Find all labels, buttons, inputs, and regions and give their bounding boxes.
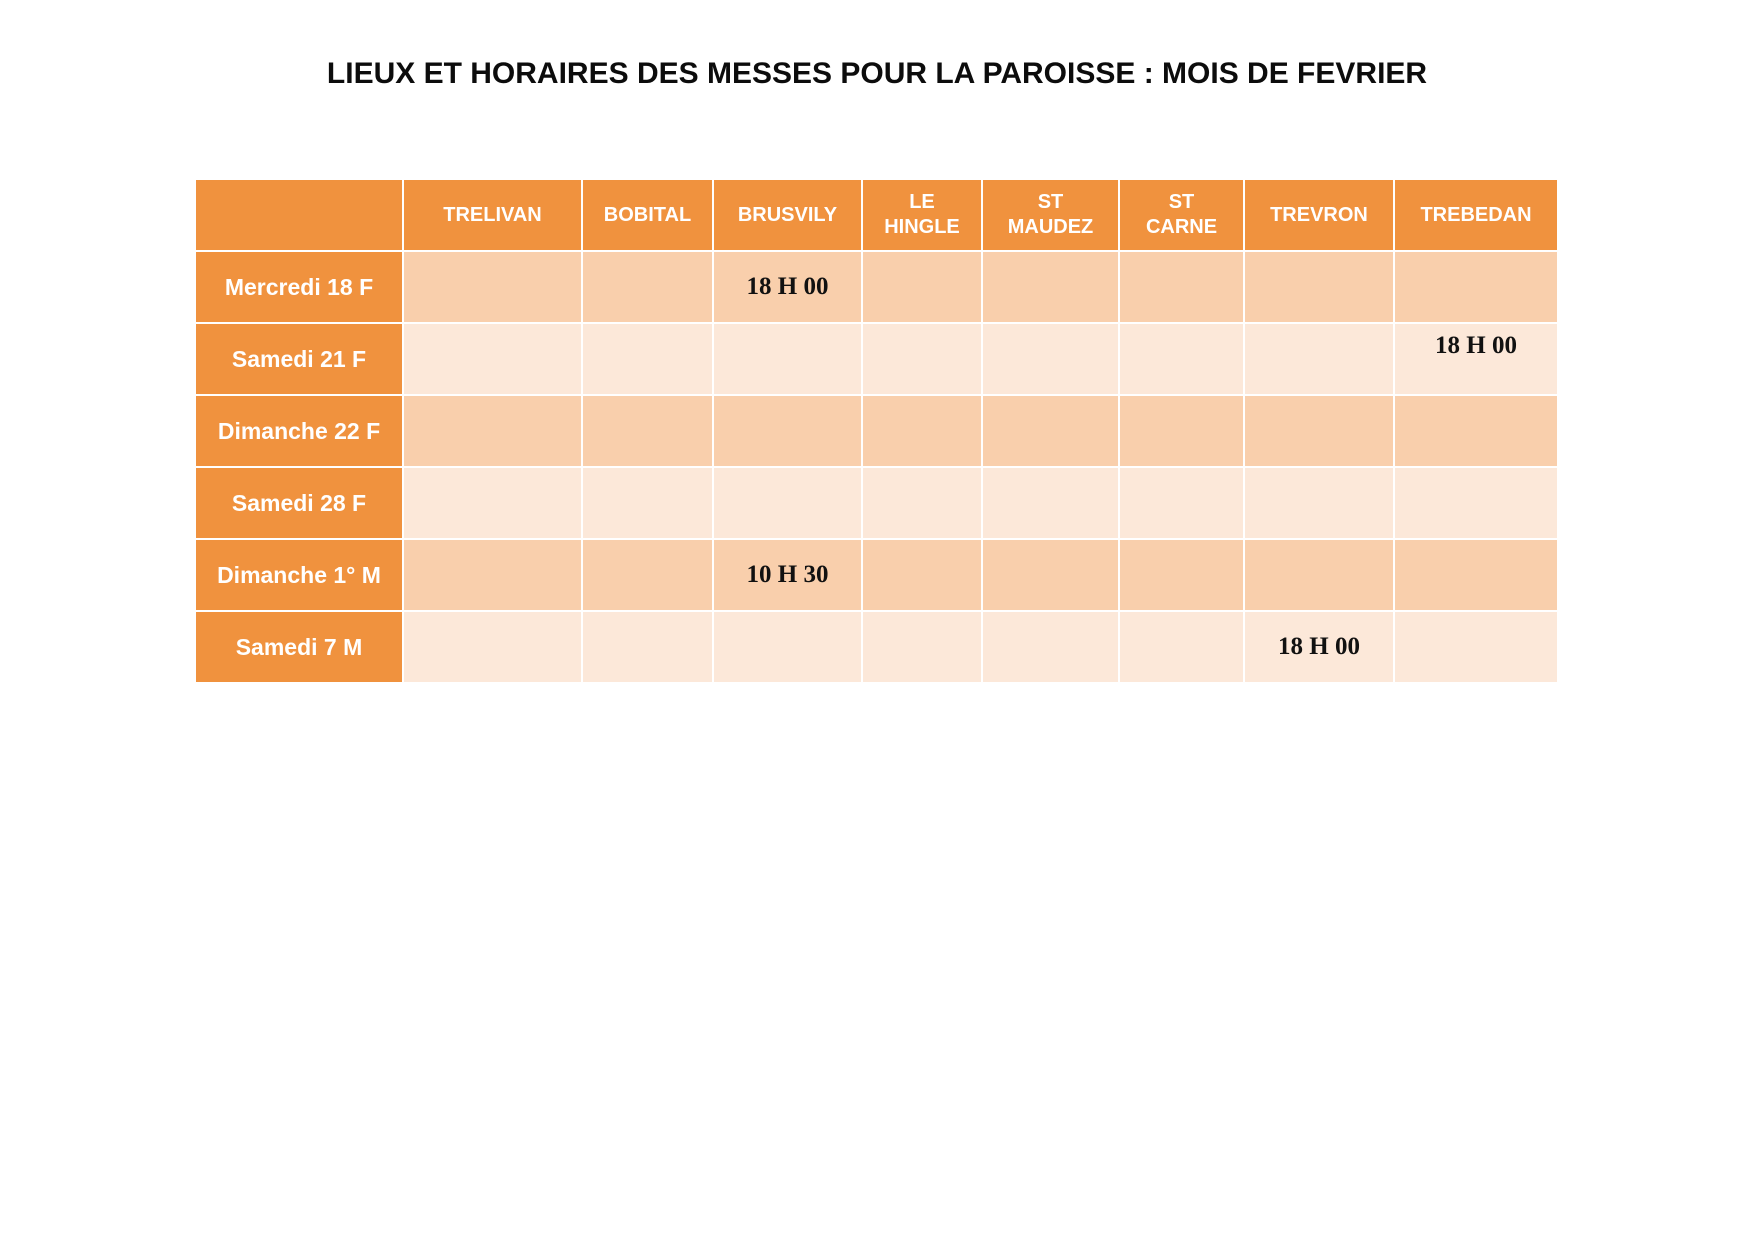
schedule-cell [983, 396, 1118, 466]
schedule-cell [583, 324, 712, 394]
column-header-trebedan: TREBEDAN [1395, 180, 1557, 250]
schedule-cell [1245, 468, 1393, 538]
schedule-cell [1245, 252, 1393, 322]
column-header-trelivan: TRELIVAN [404, 180, 581, 250]
schedule-cell [1120, 540, 1243, 610]
column-header-st-carne: ST CARNE [1120, 180, 1243, 250]
schedule-cell [583, 612, 712, 682]
schedule-cell [1120, 468, 1243, 538]
schedule-cell [1120, 252, 1243, 322]
schedule-cell [714, 468, 861, 538]
schedule-cell [583, 468, 712, 538]
schedule-cell [1395, 468, 1557, 538]
schedule-cell [983, 540, 1118, 610]
schedule-table: TRELIVAN BOBITAL BRUSVILY LE HINGLE ST MAUDE… [196, 180, 1557, 682]
schedule-cell [404, 468, 581, 538]
schedule-cell [583, 396, 712, 466]
schedule-cell [1395, 252, 1557, 322]
schedule-cell [863, 612, 981, 682]
schedule-cell [983, 252, 1118, 322]
column-header-trevron: TREVRON [1245, 180, 1393, 250]
time-value-cell: 18 H 00 [714, 252, 861, 322]
schedule-cell [983, 612, 1118, 682]
row-label-dimanche-1-m: Dimanche 1° M [196, 540, 402, 610]
column-header-le-hingle: LE HINGLE [863, 180, 981, 250]
schedule-cell [863, 324, 981, 394]
schedule-cell [404, 612, 581, 682]
row-label-samedi-21-f: Samedi 21 F [196, 324, 402, 394]
schedule-cell [1120, 324, 1243, 394]
schedule-cell [863, 252, 981, 322]
schedule-cell [1245, 324, 1393, 394]
schedule-cell [1395, 540, 1557, 610]
schedule-cell [863, 540, 981, 610]
schedule-cell [983, 468, 1118, 538]
page-title: LIEUX ET HORAIRES DES MESSES POUR LA PAR… [326, 57, 1428, 90]
schedule-cell [863, 396, 981, 466]
schedule-cell [1120, 396, 1243, 466]
schedule-cell [1395, 396, 1557, 466]
schedule-cell [404, 324, 581, 394]
schedule-cell [404, 396, 581, 466]
schedule-cell [983, 324, 1118, 394]
time-value-cell: 10 H 30 [714, 540, 861, 610]
time-value-cell: 18 H 00 [1395, 324, 1557, 394]
schedule-cell [583, 540, 712, 610]
column-header-bobital: BOBITAL [583, 180, 712, 250]
column-header-st-maudez: ST MAUDEZ [983, 180, 1118, 250]
schedule-cell [714, 324, 861, 394]
row-label-dimanche-22-f: Dimanche 22 F [196, 396, 402, 466]
schedule-cell [714, 396, 861, 466]
schedule-cell [1395, 612, 1557, 682]
column-header-brusvily: BRUSVILY [714, 180, 861, 250]
row-label-samedi-28-f: Samedi 28 F [196, 468, 402, 538]
schedule-cell [1245, 396, 1393, 466]
schedule-cell [583, 252, 712, 322]
corner-cell [196, 180, 402, 250]
schedule-cell [714, 612, 861, 682]
schedule-cell [1245, 540, 1393, 610]
row-label-samedi-7-m: Samedi 7 M [196, 612, 402, 682]
time-value-cell: 18 H 00 [1245, 612, 1393, 682]
schedule-cell [1120, 612, 1243, 682]
row-label-mercredi-18-f: Mercredi 18 F [196, 252, 402, 322]
schedule-cell [404, 252, 581, 322]
schedule-cell [404, 540, 581, 610]
schedule-cell [863, 468, 981, 538]
